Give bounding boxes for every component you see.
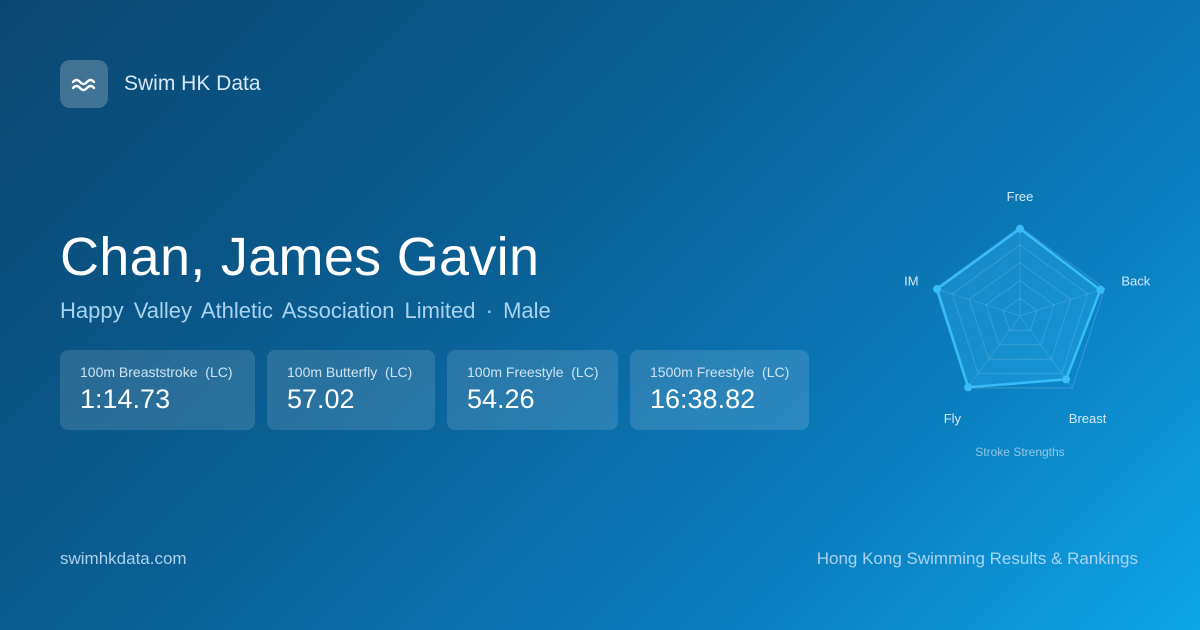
time-card: 1500m Freestyle (LC) 16:38.82 [630, 350, 809, 430]
event-time: 57.02 [287, 384, 355, 414]
event-label: 1500m Freestyle (LC) [650, 364, 790, 380]
data-point [1062, 375, 1071, 384]
gender: Male [503, 298, 551, 323]
logo [60, 60, 108, 108]
event-time: 54.26 [467, 384, 535, 414]
grid-ring [951, 244, 1089, 375]
waves-icon [71, 78, 96, 92]
brand-name: Swim HK Data [124, 72, 261, 95]
chart-title: Stroke Strengths [975, 445, 1064, 459]
tagline: Hong Kong Swimming Results & Rankings [816, 549, 1138, 568]
data-point [933, 285, 942, 294]
time-card: 100m Butterfly (LC) 57.02 [267, 350, 435, 430]
grid-spoke [1019, 288, 1105, 317]
grid-spoke [1019, 315, 1073, 389]
best-times: 100m Breaststroke (LC) 1:14.73 100m Butt… [60, 350, 809, 430]
event-label: 100m Freestyle (LC) [467, 364, 599, 380]
axis-label: Breast [1069, 411, 1107, 426]
swimmer-subtitle: Happy Valley Athletic Association Limite… [60, 298, 551, 324]
data-point [964, 383, 973, 392]
data-point [1096, 285, 1105, 294]
grid-spoke [935, 288, 1021, 317]
grid-ring [934, 226, 1106, 389]
data-area [935, 227, 1102, 389]
axis-label: Fly [944, 411, 962, 426]
grid-ring [985, 279, 1055, 346]
separator: · [485, 298, 493, 323]
event-label: 100m Breaststroke (LC) [80, 364, 233, 380]
club-name: Happy Valley Athletic Association Limite… [60, 298, 476, 323]
event-time: 1:14.73 [80, 384, 171, 414]
event-label: 100m Butterfly (LC) [287, 364, 413, 380]
time-card: 100m Freestyle (LC) 54.26 [447, 350, 618, 430]
axis-label: Back [1121, 273, 1150, 288]
grid-spoke [967, 315, 1021, 389]
grid-ring [968, 261, 1072, 360]
event-time: 16:38.82 [650, 384, 756, 414]
time-card: 100m Breaststroke (LC) 1:14.73 [60, 350, 255, 430]
grid-ring [1002, 297, 1038, 331]
axis-label: Free [1007, 189, 1034, 204]
radar-chart: Free Back Breast Fly IM Stroke Strengths [904, 189, 1151, 459]
swimmer-name: Chan, James Gavin [60, 227, 540, 287]
axis-label: IM [904, 273, 918, 288]
data-point [1016, 224, 1024, 233]
site-url[interactable]: swimhkdata.com [60, 549, 187, 568]
